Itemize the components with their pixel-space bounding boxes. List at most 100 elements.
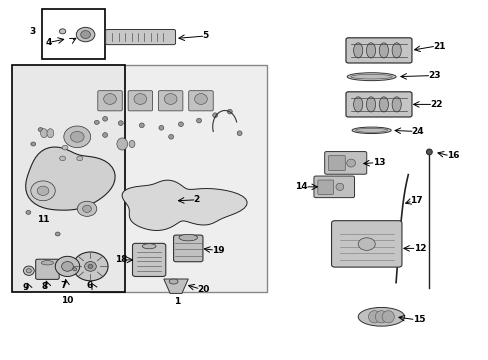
- Text: 18: 18: [114, 256, 127, 264]
- Ellipse shape: [391, 43, 401, 58]
- Text: 15: 15: [412, 315, 425, 324]
- Ellipse shape: [237, 131, 242, 135]
- Ellipse shape: [194, 94, 207, 104]
- Ellipse shape: [196, 118, 201, 123]
- Ellipse shape: [168, 134, 173, 139]
- FancyBboxPatch shape: [328, 156, 345, 171]
- Ellipse shape: [159, 125, 163, 130]
- Ellipse shape: [368, 311, 380, 323]
- Ellipse shape: [355, 129, 387, 132]
- FancyBboxPatch shape: [317, 180, 333, 194]
- Bar: [41, 9, 105, 59]
- Ellipse shape: [77, 156, 82, 161]
- Ellipse shape: [169, 279, 178, 284]
- Ellipse shape: [357, 238, 375, 251]
- Ellipse shape: [164, 94, 177, 104]
- Text: 23: 23: [427, 71, 440, 80]
- Ellipse shape: [179, 234, 197, 241]
- Ellipse shape: [366, 43, 375, 58]
- Ellipse shape: [346, 159, 355, 167]
- Ellipse shape: [129, 140, 135, 148]
- Ellipse shape: [212, 113, 217, 117]
- Ellipse shape: [353, 97, 362, 112]
- Ellipse shape: [357, 307, 404, 326]
- Ellipse shape: [102, 116, 107, 121]
- Text: 3: 3: [29, 27, 36, 36]
- Text: 19: 19: [212, 246, 224, 255]
- Ellipse shape: [118, 121, 123, 125]
- Ellipse shape: [37, 186, 49, 195]
- Text: 22: 22: [429, 100, 442, 109]
- Ellipse shape: [366, 97, 375, 112]
- Ellipse shape: [31, 181, 55, 201]
- FancyBboxPatch shape: [132, 243, 165, 276]
- Ellipse shape: [23, 266, 34, 275]
- Text: 24: 24: [411, 127, 424, 136]
- Ellipse shape: [375, 311, 387, 323]
- FancyBboxPatch shape: [346, 92, 411, 117]
- Ellipse shape: [62, 145, 68, 150]
- Polygon shape: [122, 180, 246, 230]
- Text: 21: 21: [432, 41, 445, 50]
- Ellipse shape: [81, 31, 90, 39]
- Ellipse shape: [351, 127, 390, 134]
- Text: 17: 17: [409, 197, 422, 205]
- Text: 2: 2: [193, 195, 200, 204]
- Ellipse shape: [84, 261, 96, 271]
- Ellipse shape: [55, 256, 80, 276]
- Ellipse shape: [335, 183, 343, 190]
- Ellipse shape: [60, 29, 65, 34]
- Ellipse shape: [379, 97, 387, 112]
- Ellipse shape: [88, 264, 93, 269]
- Ellipse shape: [382, 311, 394, 323]
- Text: 1: 1: [174, 297, 180, 306]
- Text: 13: 13: [372, 158, 385, 167]
- Text: 6: 6: [87, 281, 93, 290]
- Ellipse shape: [103, 94, 116, 104]
- Text: 4: 4: [45, 38, 52, 47]
- Ellipse shape: [178, 122, 183, 126]
- Ellipse shape: [391, 97, 401, 112]
- FancyBboxPatch shape: [331, 221, 401, 267]
- Ellipse shape: [134, 94, 146, 104]
- FancyBboxPatch shape: [313, 176, 354, 198]
- Ellipse shape: [142, 244, 156, 249]
- FancyBboxPatch shape: [105, 30, 175, 45]
- Text: 10: 10: [61, 296, 74, 305]
- FancyBboxPatch shape: [158, 91, 183, 111]
- Ellipse shape: [379, 43, 387, 58]
- Ellipse shape: [63, 126, 91, 148]
- Ellipse shape: [350, 75, 392, 79]
- Text: 16: 16: [446, 152, 459, 161]
- Ellipse shape: [227, 109, 232, 114]
- Ellipse shape: [353, 43, 362, 58]
- FancyBboxPatch shape: [188, 91, 213, 111]
- Ellipse shape: [61, 261, 73, 271]
- Text: 14: 14: [295, 182, 307, 192]
- Polygon shape: [163, 279, 188, 293]
- Ellipse shape: [47, 129, 54, 138]
- Ellipse shape: [77, 201, 97, 216]
- FancyBboxPatch shape: [128, 91, 152, 111]
- Ellipse shape: [31, 142, 36, 146]
- Text: 11: 11: [37, 215, 49, 224]
- Ellipse shape: [82, 205, 91, 212]
- Ellipse shape: [26, 269, 31, 273]
- Text: 20: 20: [197, 284, 209, 294]
- Bar: [12, 65, 124, 292]
- Ellipse shape: [73, 268, 77, 271]
- Polygon shape: [25, 147, 115, 210]
- Text: 5: 5: [202, 31, 208, 40]
- Ellipse shape: [70, 131, 84, 142]
- FancyBboxPatch shape: [36, 259, 59, 279]
- Text: 12: 12: [413, 244, 426, 253]
- Bar: [90, 65, 266, 292]
- Ellipse shape: [139, 123, 144, 128]
- FancyBboxPatch shape: [173, 235, 203, 262]
- Ellipse shape: [346, 73, 395, 81]
- Ellipse shape: [426, 149, 431, 155]
- Ellipse shape: [76, 27, 95, 42]
- Ellipse shape: [41, 261, 53, 265]
- Ellipse shape: [117, 138, 127, 150]
- FancyBboxPatch shape: [346, 38, 411, 63]
